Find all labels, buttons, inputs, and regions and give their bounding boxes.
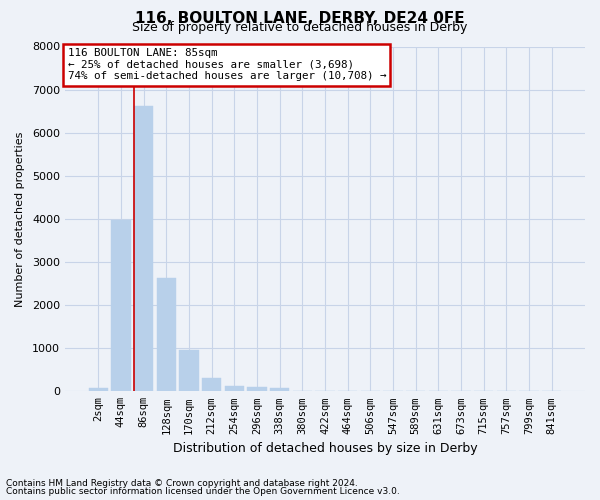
- Bar: [224, 386, 244, 392]
- Text: Size of property relative to detached houses in Derby: Size of property relative to detached ho…: [133, 22, 467, 35]
- Text: Contains public sector information licensed under the Open Government Licence v3: Contains public sector information licen…: [6, 488, 400, 496]
- Y-axis label: Number of detached properties: Number of detached properties: [15, 131, 25, 306]
- Bar: [247, 387, 266, 392]
- Bar: [89, 388, 108, 392]
- Bar: [270, 388, 289, 392]
- Bar: [134, 106, 153, 392]
- Bar: [157, 278, 176, 392]
- X-axis label: Distribution of detached houses by size in Derby: Distribution of detached houses by size …: [173, 442, 477, 455]
- Text: Contains HM Land Registry data © Crown copyright and database right 2024.: Contains HM Land Registry data © Crown c…: [6, 478, 358, 488]
- Text: 116, BOULTON LANE, DERBY, DE24 0FE: 116, BOULTON LANE, DERBY, DE24 0FE: [135, 11, 465, 26]
- Bar: [202, 378, 221, 392]
- Text: 116 BOULTON LANE: 85sqm
← 25% of detached houses are smaller (3,698)
74% of semi: 116 BOULTON LANE: 85sqm ← 25% of detache…: [68, 48, 386, 82]
- Bar: [111, 220, 131, 392]
- Bar: [179, 350, 199, 392]
